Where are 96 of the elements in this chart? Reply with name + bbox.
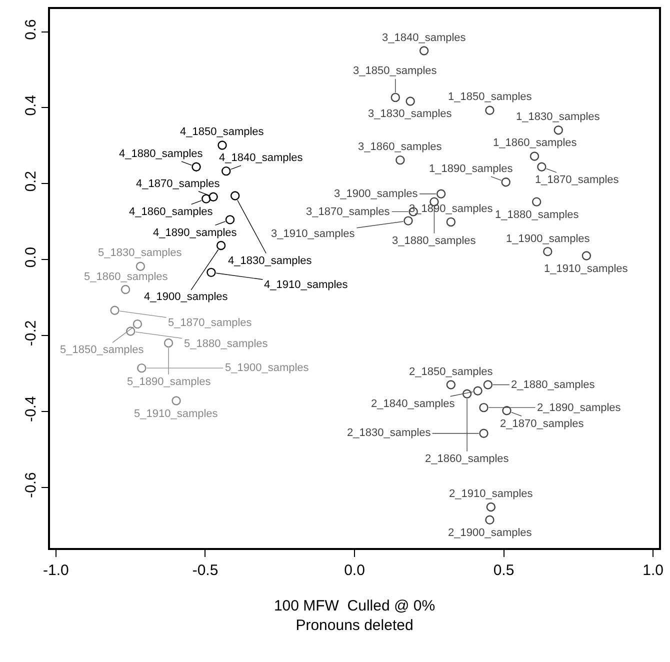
point (486, 502, 496, 512)
point (537, 162, 546, 172)
point (126, 326, 136, 336)
data-label: 2_1850_samples (409, 366, 494, 378)
point (419, 46, 429, 56)
data-label: 3_1860_samples (358, 141, 442, 153)
point (473, 386, 482, 396)
point (485, 106, 494, 115)
data-label: 4_1850_samples (180, 126, 264, 138)
data-label: 5_1910_samples (134, 408, 218, 420)
point (216, 240, 226, 250)
point (172, 396, 181, 406)
y-tick-label: 0.2 (22, 170, 40, 192)
point (202, 194, 211, 204)
data-label: 3_1880_samples (392, 235, 476, 247)
point (446, 217, 456, 227)
data-label: 2_1840_samples (371, 398, 456, 410)
x-axis-title: 100 MFW Culled @ 0% Pronouns deleted (274, 597, 436, 634)
data-label: 2_1830_samples (347, 427, 432, 439)
y-tick-label: -0.2 (22, 320, 40, 346)
data-label: 4_1880_samples (119, 148, 204, 160)
point (406, 96, 415, 106)
data-label: 1_1900_samples (506, 233, 590, 245)
data-label: 4_1890_samples (153, 227, 238, 239)
data-label: 3_1900_samples (334, 188, 418, 200)
point (462, 389, 472, 398)
point (436, 189, 446, 198)
point (483, 380, 493, 390)
point (136, 262, 146, 271)
point (530, 152, 540, 161)
data-label: 4_1870_samples (136, 178, 220, 190)
x-tick-label: 0.0 (344, 562, 365, 579)
y-tick-label: -0.4 (22, 396, 40, 422)
point (479, 428, 488, 438)
data-label: 4_1860_samples (129, 206, 214, 218)
point (110, 306, 120, 315)
data-label: 3_1830_samples (368, 108, 452, 120)
point (485, 515, 494, 525)
data-label: 2_1860_samples (425, 453, 510, 465)
point (192, 162, 201, 172)
point (554, 125, 563, 135)
data-label: 2_1870_samples (500, 418, 584, 430)
data-label: 3_1850_samples (353, 65, 438, 77)
point (501, 177, 510, 187)
point (502, 406, 512, 416)
data-label: 4_1910_samples (264, 279, 348, 291)
point (543, 246, 552, 256)
point (582, 251, 592, 260)
x-tick-label: -0.5 (192, 562, 218, 579)
data-label: 4_1900_samples (144, 291, 228, 303)
data-label: 1_1830_samples (516, 111, 600, 123)
data-label: 5_1850_samples (60, 344, 144, 356)
data-label: 5_1870_samples (168, 317, 252, 329)
data-label: 1_1860_samples (493, 137, 578, 149)
point (396, 155, 405, 165)
data-label: 2_1900_samples (448, 527, 532, 539)
point (164, 338, 174, 348)
y-tick-label: -0.6 (22, 472, 40, 498)
x-tick-label: 1.0 (642, 562, 664, 579)
data-label: 1_1910_samples (544, 263, 628, 275)
point (479, 402, 488, 412)
data-label: 4_1830_samples (228, 255, 312, 267)
point (208, 192, 218, 202)
y-tick-label: 0.0 (22, 246, 40, 268)
point (225, 215, 235, 224)
data-label: 5_1830_samples (98, 247, 182, 259)
data-label: 3_1840_samples (382, 32, 466, 44)
data-label: 1_1850_samples (448, 91, 532, 103)
x-tick-label: -1.0 (43, 562, 69, 579)
point (120, 284, 130, 294)
point (137, 363, 146, 373)
y-tick-label: 0.6 (22, 19, 40, 40)
point (446, 380, 456, 390)
data-label: 5_1880_samples (184, 338, 268, 350)
data-label: 2_1880_samples (511, 379, 596, 391)
point (390, 92, 400, 102)
point (206, 268, 216, 278)
point (132, 319, 142, 329)
point (222, 166, 231, 176)
data-label: 4_1840_samples (219, 152, 304, 164)
data-label: 2_1910_samples (449, 488, 534, 500)
data-label: 5_1900_samples (225, 362, 310, 374)
data-label: 1_1890_samples (429, 163, 514, 175)
point (230, 191, 240, 200)
point (404, 216, 413, 226)
point (532, 197, 542, 206)
data-label: 5_1890_samples (127, 376, 212, 388)
y-tick-label: 0.4 (22, 95, 40, 116)
data-label: 1_1880_samples (495, 209, 580, 221)
x-tick-label: 0.5 (493, 562, 514, 579)
data-label: 2_1890_samples (537, 402, 622, 414)
data-label: 1_1870_samples (535, 174, 620, 186)
data-label: 3_1910_samples (271, 228, 356, 240)
data-label: 3_1870_samples (306, 206, 390, 218)
point (218, 140, 227, 150)
data-label: 5_1860_samples (84, 271, 168, 283)
